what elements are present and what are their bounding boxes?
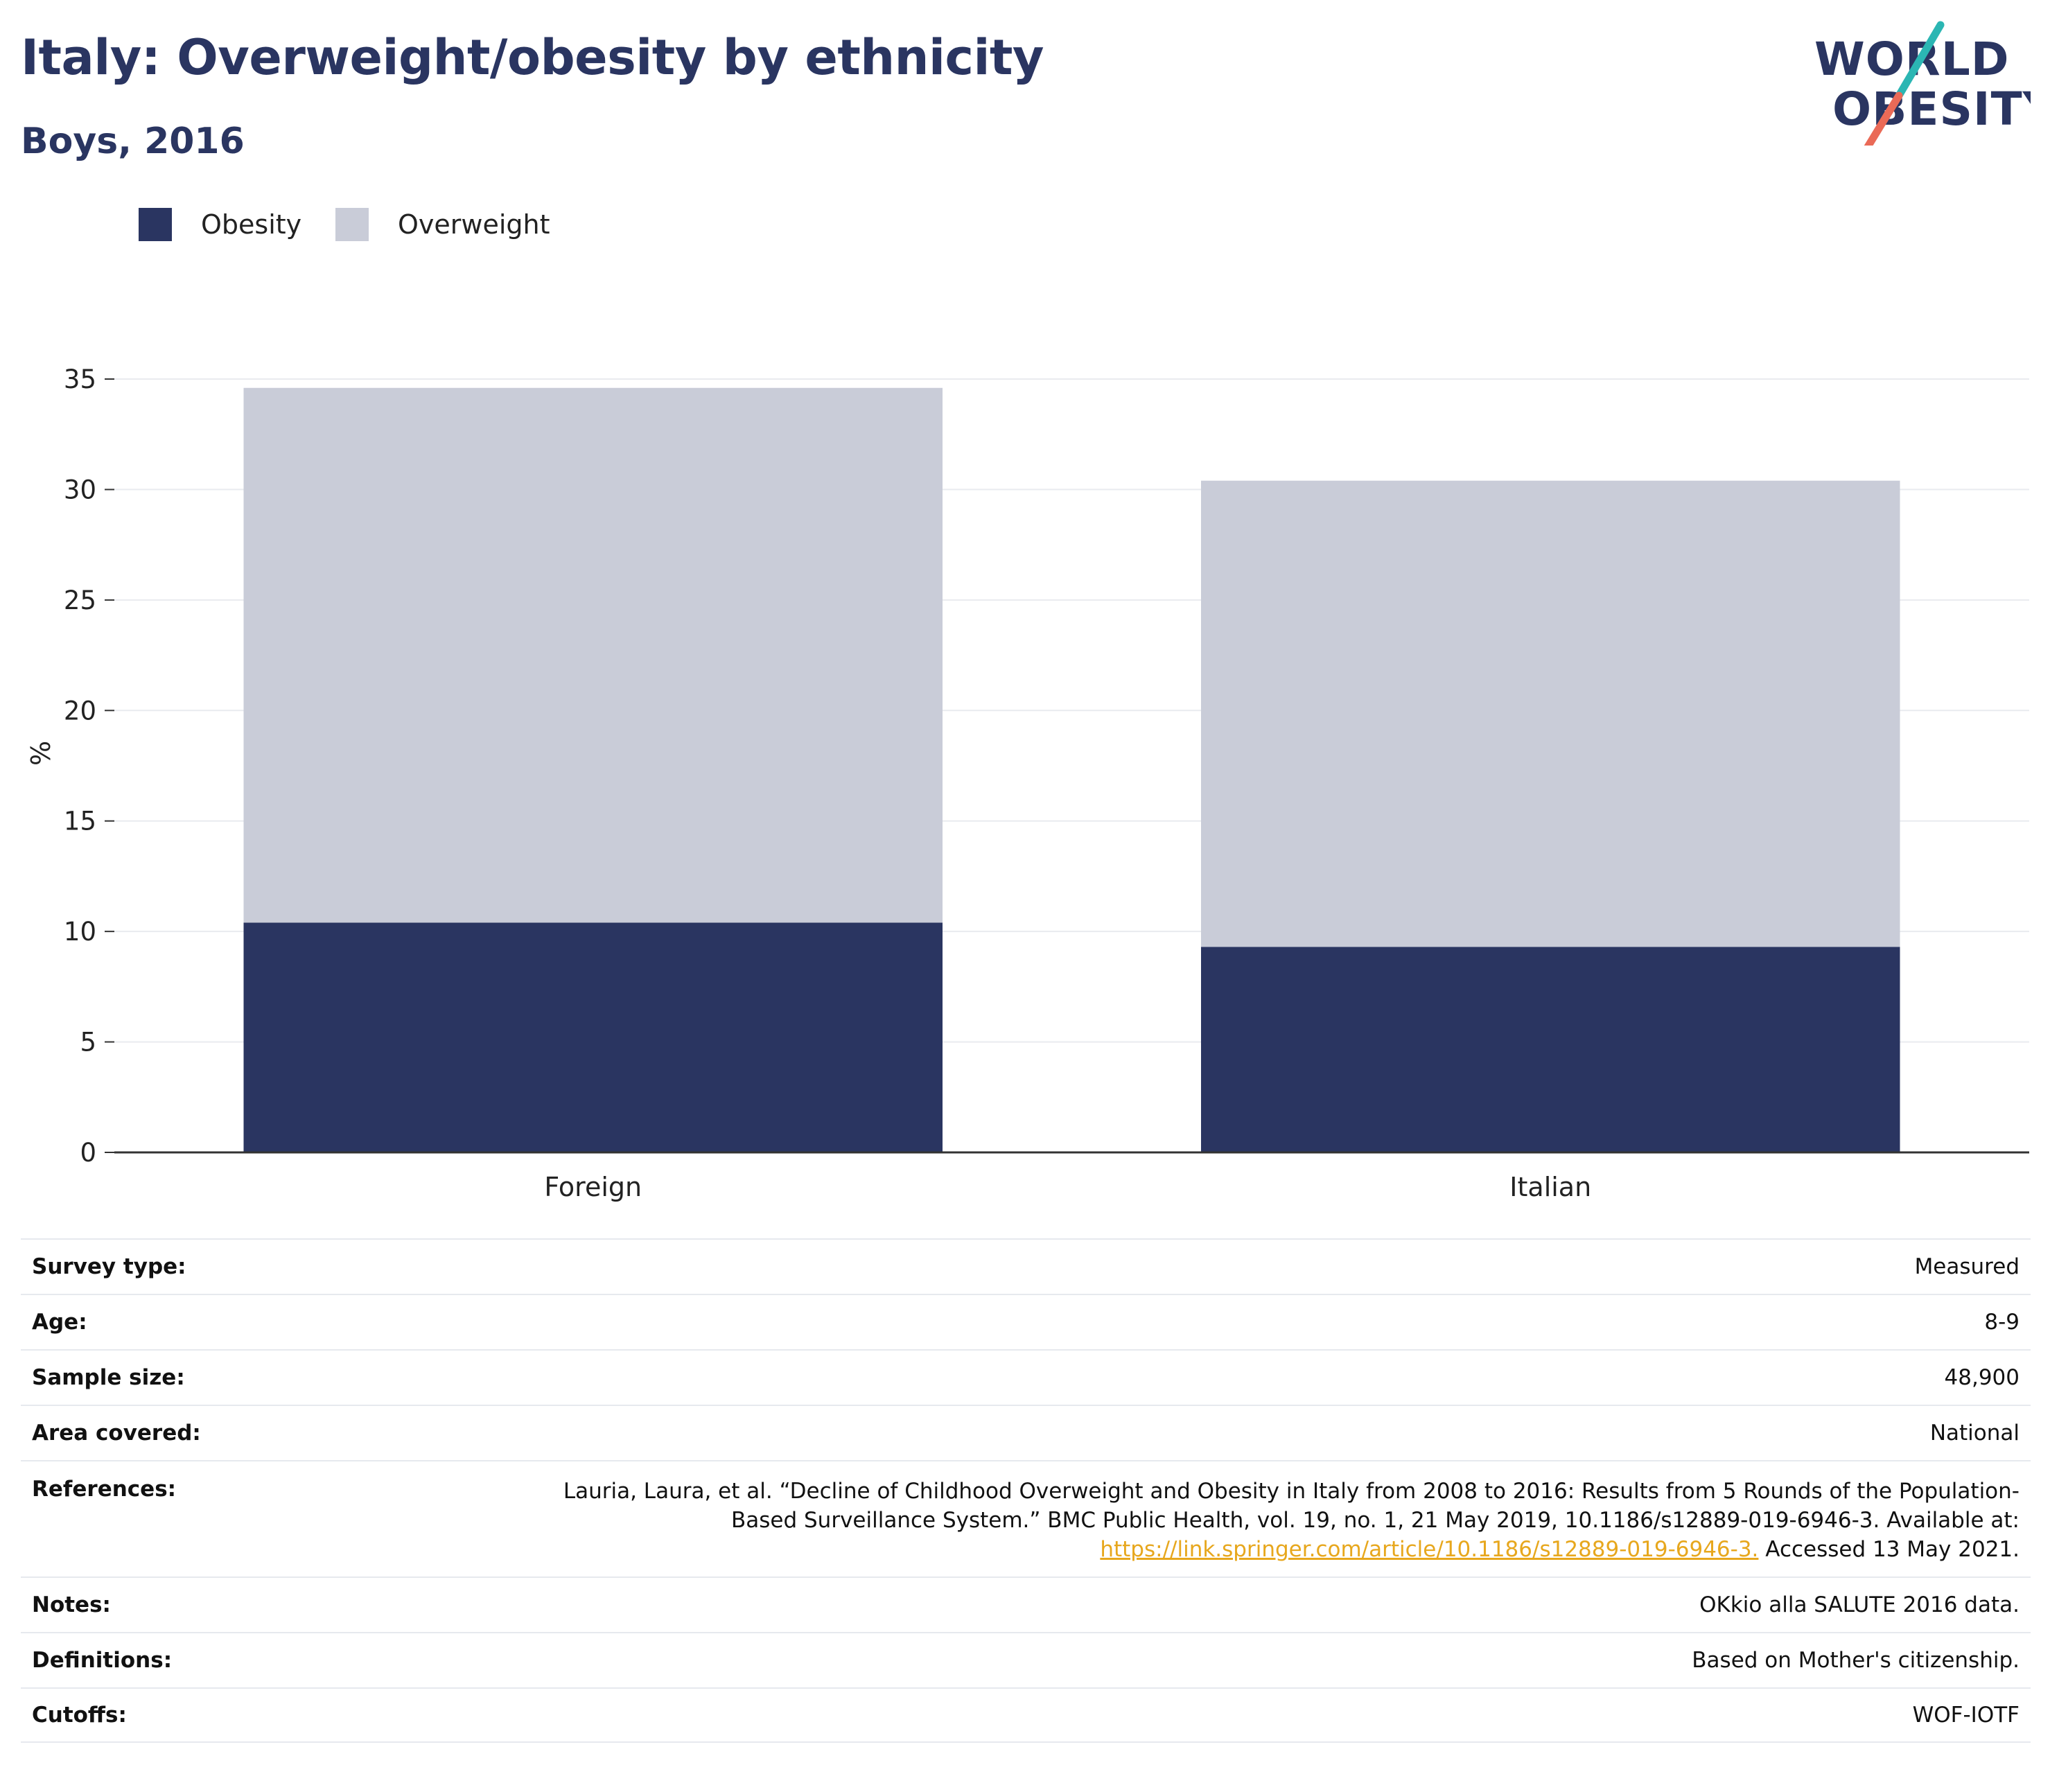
y-tick-label: 35 (64, 364, 96, 394)
cutoffs-value: WOF-IOTF (1912, 1703, 2020, 1728)
y-axis-label: % (26, 741, 56, 766)
age-value: 8-9 (1984, 1310, 2020, 1335)
sample-size-value: 48,900 (1944, 1365, 2020, 1390)
references-label: References: (32, 1477, 177, 1502)
bars (243, 387, 1900, 1152)
x-axis-ticks: Foreign Italian (114, 1151, 2029, 1202)
y-tick-label: 30 (64, 475, 96, 504)
world-obesity-logo: WORLD OBESITY (1814, 21, 2031, 146)
metadata-table: Survey type: Measured Age: 8-9 Sample si… (21, 1238, 2031, 1743)
survey-type-value: Measured (1914, 1254, 2020, 1279)
notes-label: Notes: (32, 1592, 111, 1617)
info-row-cutoffs: Cutoffs: WOF-IOTF (21, 1687, 2031, 1743)
y-axis-ticks: 0 5 10 15 20 25 30 35 (64, 364, 114, 1168)
info-row-area-covered: Area covered: National (21, 1405, 2031, 1460)
y-tick-label: 15 (64, 807, 96, 836)
y-tick-label: 25 (64, 586, 96, 615)
bar-obesity-foreign[interactable] (243, 922, 943, 1152)
info-row-age: Age: 8-9 (21, 1294, 2031, 1349)
bar-overweight-foreign[interactable] (243, 387, 943, 923)
references-text-line1: Lauria, Laura, et al. “Decline of Childh… (563, 1479, 2020, 1504)
logo-word-obesity: OBESITY (1832, 82, 2031, 136)
age-label: Age: (32, 1310, 87, 1335)
sample-size-label: Sample size: (32, 1365, 185, 1390)
y-tick-label: 20 (64, 696, 96, 726)
references-link[interactable]: https://link.springer.com/article/10.118… (1100, 1537, 1759, 1562)
legend-label-overweight: Overweight (398, 209, 550, 240)
notes-value: OKkio alla SALUTE 2016 data. (1699, 1592, 2020, 1617)
y-tick-label: 0 (80, 1138, 96, 1168)
info-row-notes: Notes: OKkio alla SALUTE 2016 data. (21, 1576, 2031, 1632)
info-row-definitions: Definitions: Based on Mother's citizensh… (21, 1632, 2031, 1687)
references-accessed: Accessed 13 May 2021. (1758, 1537, 2020, 1562)
x-tick-label: Italian (1509, 1172, 1591, 1202)
logo-slash-coral (1864, 91, 1903, 146)
bar-overweight-italian[interactable] (1201, 480, 1900, 947)
survey-type-label: Survey type: (32, 1254, 186, 1279)
legend-swatch-overweight (335, 208, 369, 241)
x-tick-label: Foreign (544, 1172, 642, 1202)
y-tick-label: 10 (64, 917, 96, 947)
legend-swatch-obesity (139, 208, 172, 241)
y-tick-label: 5 (80, 1028, 96, 1057)
chart-title: Italy: Overweight/obesity by ethnicity (21, 29, 1044, 86)
definitions-label: Definitions: (32, 1648, 173, 1673)
cutoffs-label: Cutoffs: (32, 1703, 127, 1728)
area-covered-value: National (1929, 1421, 2020, 1446)
references-value: Lauria, Laura, et al. “Decline of Childh… (563, 1477, 2020, 1564)
info-row-survey-type: Survey type: Measured (21, 1238, 2031, 1294)
area-covered-label: Area covered: (32, 1421, 201, 1446)
info-row-references: References: Lauria, Laura, et al. “Decli… (21, 1460, 2031, 1576)
stacked-bar-chart: 0 5 10 15 20 25 30 35 Foreign Italian % (26, 364, 2029, 1202)
definitions-value: Based on Mother's citizenship. (1692, 1648, 2020, 1673)
references-text-line2: Based Surveillance System.” BMC Public H… (730, 1508, 2020, 1533)
info-row-sample-size: Sample size: 48,900 (21, 1349, 2031, 1405)
bar-obesity-italian[interactable] (1201, 947, 1900, 1152)
legend-label-obesity: Obesity (201, 209, 302, 240)
chart-subtitle: Boys, 2016 (21, 121, 245, 162)
logo-slash-teal (1895, 21, 1945, 100)
